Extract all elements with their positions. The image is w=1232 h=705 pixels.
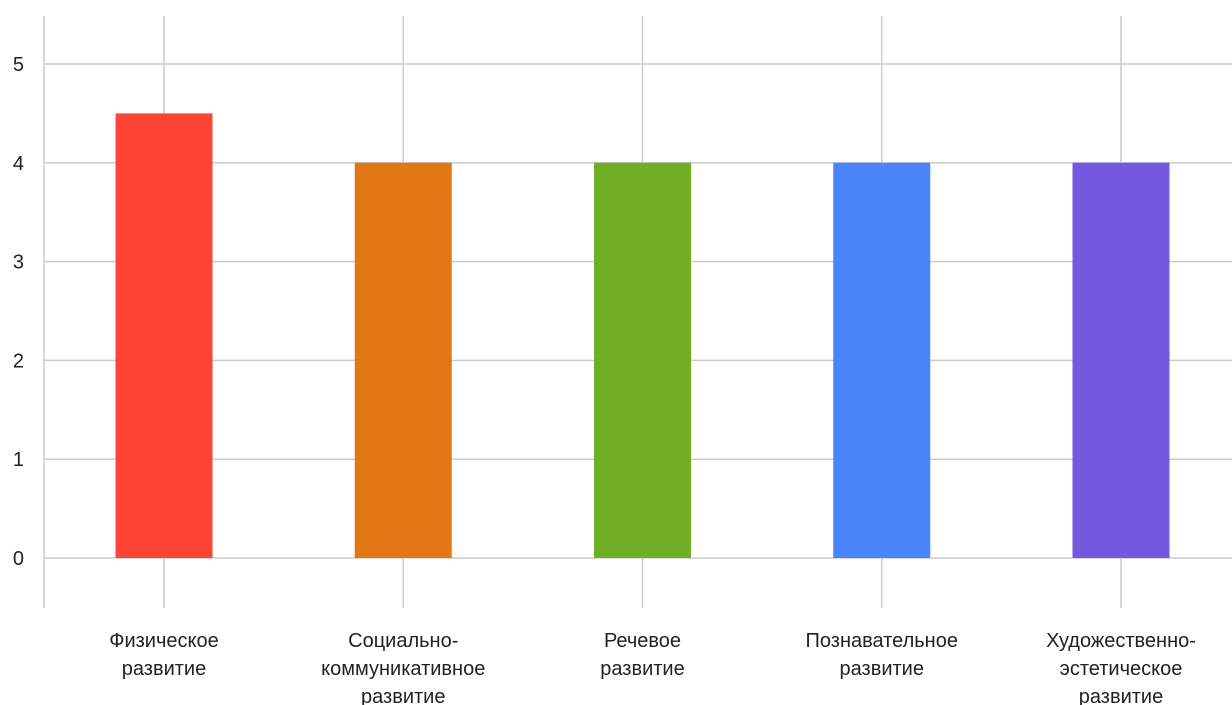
bar [1072, 162, 1170, 559]
x-category-label: развитие [361, 686, 445, 705]
y-tick-label: 5 [13, 54, 24, 76]
x-category-label: Познавательное [806, 630, 958, 652]
x-category-label: Физическое [109, 630, 218, 652]
y-axis-ticks: 0 1 2 3 4 5 [13, 54, 24, 570]
x-category-label: развитие [1079, 686, 1163, 705]
x-category-label: развитие [600, 658, 684, 680]
x-category-label: Социально- [348, 630, 458, 652]
bar [115, 113, 213, 559]
bar [594, 162, 691, 559]
y-tick-label: 2 [13, 350, 24, 372]
bar [833, 162, 931, 559]
y-tick-label: 4 [13, 153, 24, 175]
y-tick-label: 3 [13, 252, 24, 274]
x-axis-labels: Физическое развитие Социально-коммуникатив… [109, 630, 1196, 705]
bars [115, 113, 1170, 559]
x-category-label: Художественно- [1046, 630, 1196, 652]
y-tick-label: 1 [13, 449, 24, 471]
x-category-label: коммуникативное [321, 658, 485, 680]
x-category-label: Речевое [604, 630, 681, 652]
x-category-label: эстетическое [1060, 658, 1183, 680]
y-tick-label: 0 [13, 548, 24, 570]
x-category-label: развитие [840, 658, 924, 680]
x-category-label: развитие [122, 658, 206, 680]
bar [354, 162, 452, 559]
